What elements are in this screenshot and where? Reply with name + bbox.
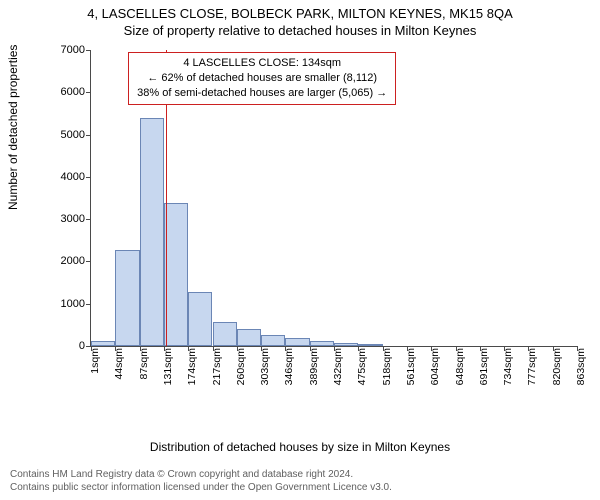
x-tick-label: 734sqm [502, 348, 514, 400]
x-tick-label: 131sqm [162, 348, 174, 400]
y-tick-label: 3000 [53, 213, 85, 225]
x-tick-label: 389sqm [308, 348, 320, 400]
chart-footer: Contains HM Land Registry data © Crown c… [10, 468, 392, 494]
y-tick-mark [86, 219, 91, 220]
x-tick-label: 648sqm [454, 348, 466, 400]
chart-title-desc: Size of property relative to detached ho… [0, 21, 600, 38]
x-tick-label: 87sqm [138, 348, 150, 400]
histogram-bar [358, 344, 382, 346]
footer-line-2: Contains public sector information licen… [10, 481, 392, 494]
annotation-box: 4 LASCELLES CLOSE: 134sqm← 62% of detach… [128, 52, 396, 105]
y-tick-label: 5000 [53, 129, 85, 141]
histogram-bar [115, 250, 139, 346]
x-tick-label: 604sqm [429, 348, 441, 400]
histogram-bar [188, 292, 212, 346]
annotation-line: 4 LASCELLES CLOSE: 134sqm [137, 56, 387, 71]
y-axis-label: Number of detached properties [6, 45, 20, 210]
histogram-bar [237, 329, 261, 346]
x-tick-label: 518sqm [381, 348, 393, 400]
histogram-bar [91, 341, 115, 346]
footer-line-1: Contains HM Land Registry data © Crown c… [10, 468, 392, 481]
x-tick-label: 44sqm [113, 348, 125, 400]
x-tick-label: 1sqm [89, 348, 101, 400]
chart-container: { "titles": { "line1": "4, LASCELLES CLO… [0, 0, 600, 500]
y-tick-mark [86, 177, 91, 178]
histogram-bar [213, 322, 237, 346]
x-tick-label: 346sqm [283, 348, 295, 400]
y-tick-mark [86, 261, 91, 262]
y-tick-label: 6000 [53, 86, 85, 98]
x-tick-label: 820sqm [551, 348, 563, 400]
x-tick-label: 174sqm [186, 348, 198, 400]
y-tick-mark [86, 50, 91, 51]
annotation-line: ← 62% of detached houses are smaller (8,… [137, 71, 387, 86]
y-tick-mark [86, 135, 91, 136]
histogram-bar [285, 338, 309, 346]
y-tick-mark [86, 304, 91, 305]
x-tick-label: 863sqm [575, 348, 587, 400]
y-tick-label: 7000 [53, 44, 85, 56]
y-tick-label: 4000 [53, 171, 85, 183]
x-axis-label: Distribution of detached houses by size … [0, 440, 600, 454]
plot-area: 010002000300040005000600070001sqm44sqm87… [90, 50, 577, 347]
annotation-line: 38% of semi-detached houses are larger (… [137, 86, 387, 101]
y-tick-label: 2000 [53, 255, 85, 267]
chart-area: 0 1000 2000 3000 4000 5000 6000 7000 1sqm 44sqm 87… [52, 44, 580, 420]
chart-title-address: 4, LASCELLES CLOSE, BOLBECK PARK, MILTON… [0, 0, 600, 21]
histogram-bar [261, 335, 285, 346]
x-tick-label: 475sqm [356, 348, 368, 400]
y-tick-label: 1000 [53, 298, 85, 310]
x-tick-label: 561sqm [405, 348, 417, 400]
x-tick-label: 303sqm [259, 348, 271, 400]
histogram-bar [164, 203, 188, 346]
x-tick-label: 691sqm [478, 348, 490, 400]
x-tick-label: 260sqm [235, 348, 247, 400]
y-tick-mark [86, 92, 91, 93]
x-tick-label: 777sqm [526, 348, 538, 400]
histogram-bar [310, 341, 334, 346]
histogram-bar [140, 118, 164, 346]
x-tick-label: 432sqm [332, 348, 344, 400]
y-tick-label: 0 [53, 340, 85, 352]
x-tick-label: 217sqm [211, 348, 223, 400]
histogram-bar [334, 343, 358, 346]
